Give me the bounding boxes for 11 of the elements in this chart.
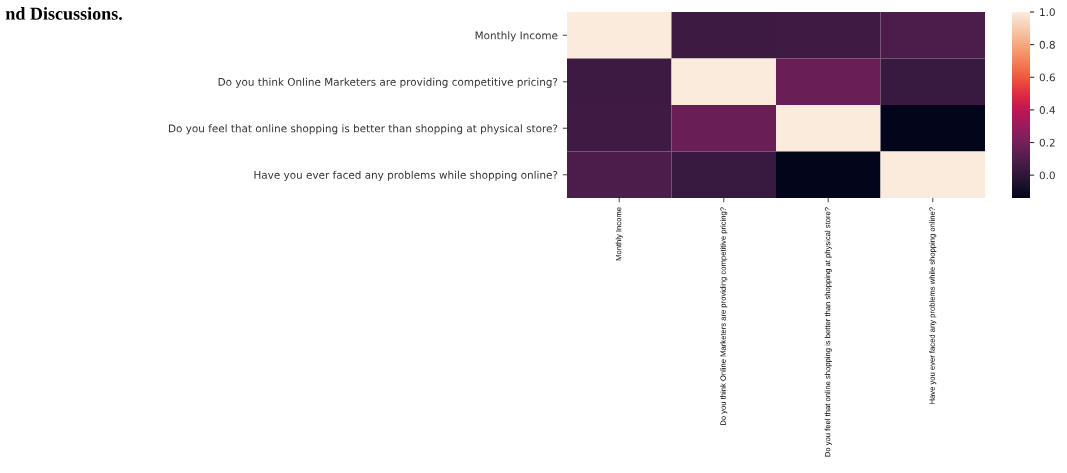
color-bar-label: 0.6 [1039,73,1055,82]
text: nd Discussions. [5,7,122,20]
y-tick-label: Do you feel that online shopping is better than shopping at physical store? [169,124,558,135]
color-bar-label: 0.0 [1039,171,1055,180]
y-tick-label: Monthly Income [475,31,558,42]
color-bar-label: 0.8 [1039,40,1055,49]
y-tick-label: Do you think Online Marketers are providing competitive pricing? [218,77,558,88]
color-bar-label: 1.0 [1040,8,1055,17]
y-tick-label: Have you ever faced any problems while shopping online? [254,170,558,181]
color-bar-label: 0.4 [1039,106,1056,114]
color-bar-label: 0.2 [1039,138,1055,147]
